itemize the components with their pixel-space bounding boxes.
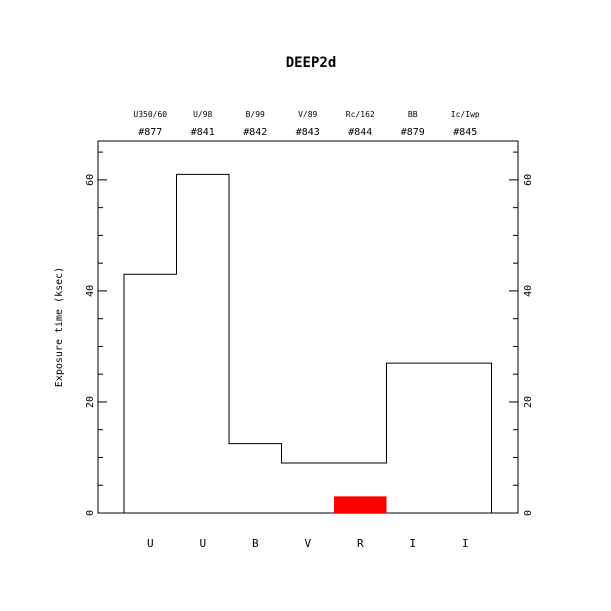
chart-title: DEEP2d (286, 55, 337, 71)
filter-name-label: V/89 (298, 110, 317, 119)
highlight-layer (334, 496, 387, 513)
y-tick-label-left: 0 (85, 510, 96, 516)
filter-number-label: #845 (453, 127, 477, 138)
y-tick-label-left: 40 (85, 285, 96, 297)
band-label: V (304, 537, 311, 550)
band-label: B (252, 537, 259, 550)
filter-number-label: #879 (401, 127, 425, 138)
filter-number-label: #842 (243, 127, 267, 138)
y-tick-label-right: 20 (523, 396, 534, 408)
filter-number-label: #843 (296, 127, 320, 138)
y-tick-label-right: 40 (523, 285, 534, 297)
band-label: I (462, 537, 469, 550)
y-tick-label-left: 60 (85, 174, 96, 186)
filter-name-label: Ic/Iwp (451, 110, 480, 119)
y-tick-label-right: 0 (523, 510, 534, 516)
y-tick-label-right: 60 (523, 174, 534, 186)
filter-header-labels: U350/60 #877 U/98 #841 B/99 #842 V/89 #843 Rc/16… (133, 110, 479, 138)
band-label: U (147, 537, 154, 550)
filter-number-label: #877 (138, 127, 162, 138)
y-tick-label-left: 20 (85, 396, 96, 408)
filter-name-label: U350/60 (133, 110, 167, 119)
exposure-histogram-line (123, 173, 492, 513)
band-label: U (199, 537, 206, 550)
band-label: R (357, 537, 364, 550)
axis-ticks: 0 0 20 20 40 40 60 60 (85, 151, 534, 516)
filter-name-label: U/98 (193, 110, 212, 119)
y-axis-label: Exposure time (ksec) (54, 267, 65, 387)
filter-name-label: BB (408, 110, 418, 119)
filter-number-label: #844 (348, 127, 372, 138)
filter-number-label: #841 (191, 127, 215, 138)
plot-frame (97, 140, 519, 514)
filter-name-label: Rc/162 (346, 110, 375, 119)
band-label: I (409, 537, 416, 550)
filter-name-label: B/99 (246, 110, 265, 119)
highlight-bar (334, 496, 387, 513)
